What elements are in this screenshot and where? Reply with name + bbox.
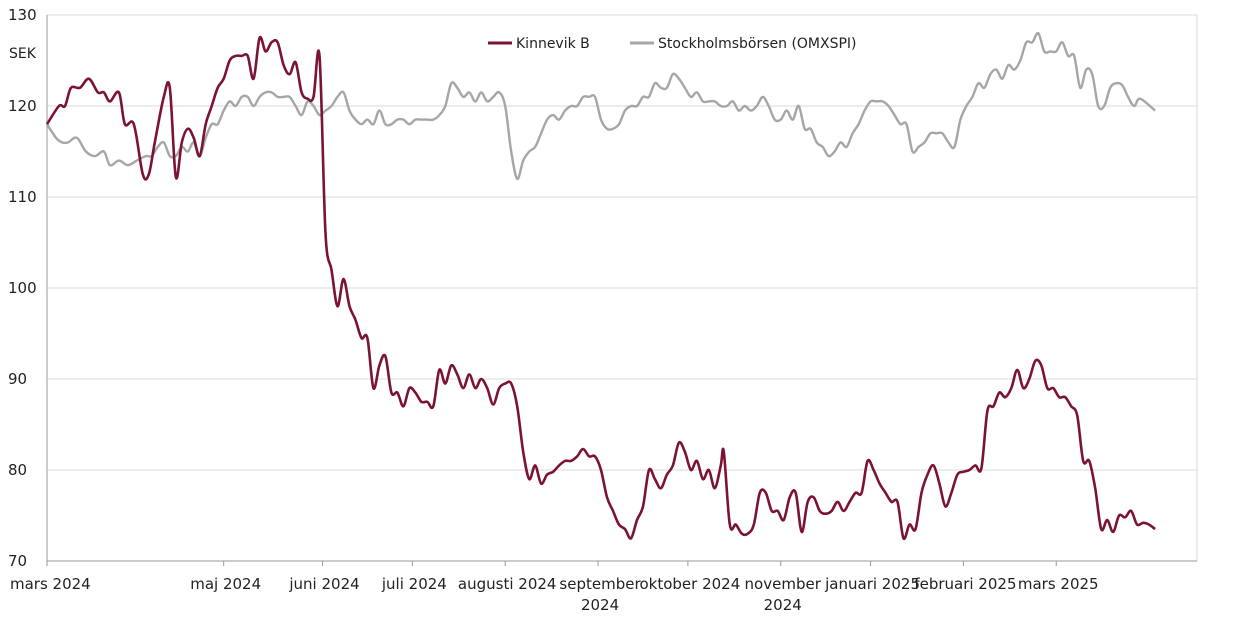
y-tick-label: 100 bbox=[8, 279, 37, 297]
y-tick-label: 110 bbox=[8, 188, 37, 206]
x-tick-label: 2024 bbox=[764, 596, 802, 614]
series-line-kinnevik-b bbox=[45, 35, 1156, 541]
legend-label: Kinnevik B bbox=[516, 36, 590, 52]
y-tick-label: 130 bbox=[8, 6, 37, 24]
x-tick-label: 2024 bbox=[581, 596, 619, 614]
y-tick-label: 90 bbox=[8, 370, 27, 388]
x-tick-label: februari 2025 bbox=[914, 575, 1016, 593]
x-tick-label: mars 2024 bbox=[10, 575, 91, 593]
y-tick-label: 80 bbox=[8, 461, 27, 479]
x-tick-label: augusti 2024 bbox=[458, 575, 557, 593]
y-axis-ticks: 70 80 90 100 110 120 130 bbox=[8, 6, 37, 570]
legend: Kinnevik B Stockholmsbörsen (OMXSPI) bbox=[488, 36, 857, 52]
series-line-omxspi bbox=[45, 31, 1156, 181]
x-tick-label: november bbox=[745, 575, 822, 593]
y-tick-label: 70 bbox=[8, 552, 27, 570]
series-layer bbox=[45, 31, 1156, 541]
x-axis-ticks: mars 2024 maj 2024 juni 2024 juli 2024 augus… bbox=[10, 561, 1099, 614]
x-tick-label: juni 2024 bbox=[288, 575, 359, 593]
x-tick-label: januari 2025 bbox=[824, 575, 920, 593]
legend-label: Stockholmsbörsen (OMXSPI) bbox=[658, 36, 857, 52]
x-tick-label: maj 2024 bbox=[190, 575, 261, 593]
x-tick-label: oktober 2024 bbox=[639, 575, 740, 593]
gridlines bbox=[47, 14, 1198, 561]
x-tick-label: september bbox=[559, 575, 641, 593]
y-tick-label: 120 bbox=[8, 97, 37, 115]
x-tick-label: juli 2024 bbox=[381, 575, 447, 593]
x-tick-label: mars 2025 bbox=[1018, 575, 1099, 593]
y-axis-unit-label: SEK bbox=[9, 46, 37, 62]
